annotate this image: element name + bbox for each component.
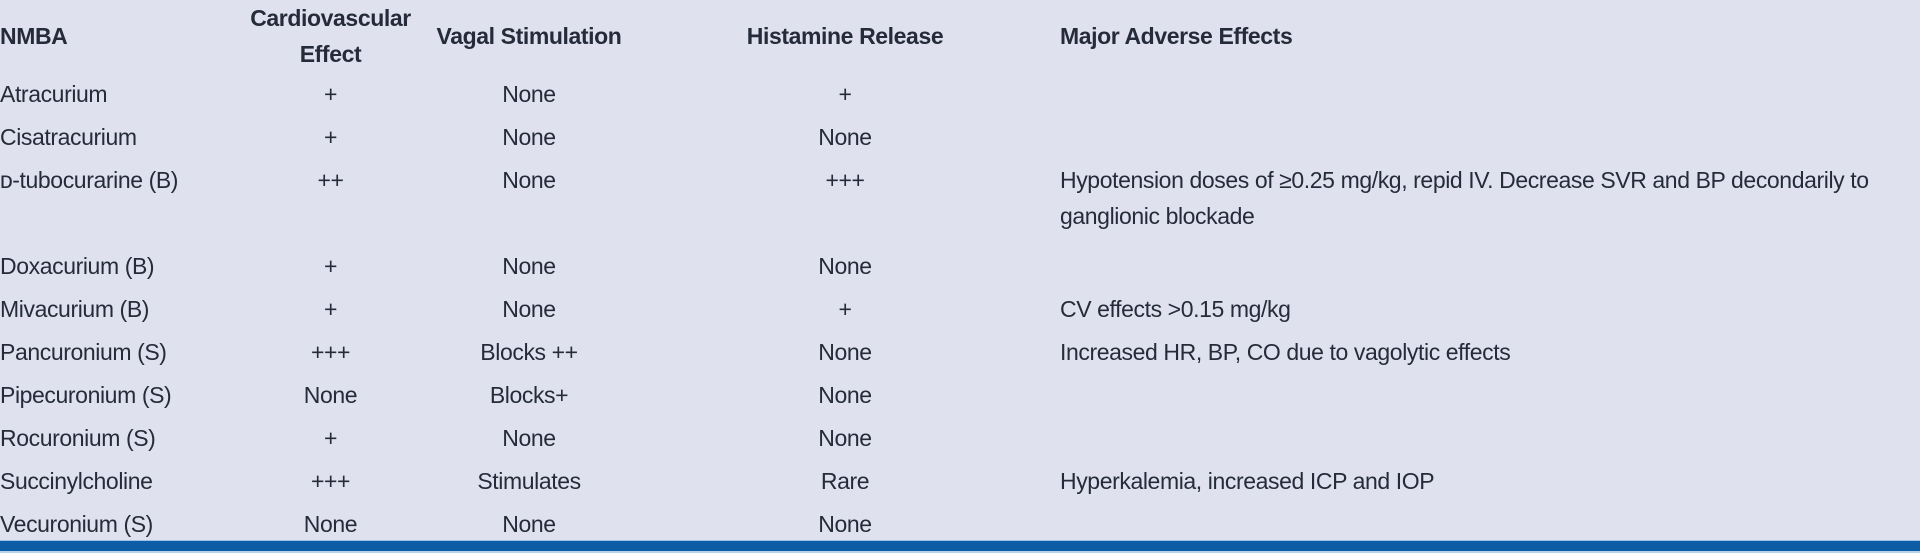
cell-histamine: None [818, 338, 872, 365]
cell-cv: ++ [317, 167, 344, 193]
cell-histamine: + [838, 80, 852, 107]
cell-vagal: None [502, 510, 556, 537]
table-row: Succinylcholine +++ Stimulates Rare Hyperkal… [0, 459, 1920, 502]
cell-cv: + [323, 424, 338, 451]
table-row: Pancuronium (S) +++ Blocks ++ None Increased… [0, 330, 1920, 373]
cell-name: Rocuronium (S) [0, 424, 156, 451]
cell-adverse [1060, 373, 1920, 416]
table-row: ᴅ-tubocurarine (B) ++ None +++ Hypotension d… [0, 158, 1920, 244]
cell-adverse [1060, 416, 1920, 459]
table-row: Mivacurium (B) + None + CV effects >0.15 mg/… [0, 287, 1920, 330]
cell-name: Pancuronium (S) [0, 338, 167, 365]
cell-vagal: None [502, 252, 556, 279]
cell-histamine: + [838, 295, 852, 322]
cell-histamine: None [818, 510, 872, 537]
cell-cv: None [303, 510, 358, 537]
cell-adverse [1060, 115, 1920, 158]
header-row: NMBA Cardiovascular Effect Vagal Stimula… [0, 0, 1920, 72]
cell-name: Atracurium [0, 80, 108, 107]
cell-adverse [1060, 502, 1920, 545]
cell-cv: +++ [310, 338, 351, 365]
cell-histamine: +++ [825, 167, 865, 193]
col-header-vagal-stimulation: Vagal Stimulation [436, 23, 622, 49]
cell-adverse [1060, 72, 1920, 115]
cell-name: Mivacurium (B) [0, 295, 150, 322]
cell-adverse: Hypotension doses of ≥0.25 mg/kg, repid … [1060, 167, 1869, 229]
cell-vagal: None [502, 80, 556, 107]
cell-adverse: Hyperkalemia, increased ICP and IOP [1060, 467, 1435, 494]
cell-cv: + [323, 80, 338, 107]
table-row: Rocuronium (S) + None None [0, 416, 1920, 459]
cell-histamine: None [818, 381, 872, 408]
cell-adverse [1060, 244, 1920, 287]
cell-adverse: CV effects >0.15 mg/kg [1060, 295, 1291, 322]
cell-vagal: None [502, 167, 556, 193]
table-row: Doxacurium (B) + None None [0, 244, 1920, 287]
table-row: Pipecuronium (S) None Blocks+ None [0, 373, 1920, 416]
cell-vagal: Blocks ++ [480, 338, 578, 365]
cell-adverse: Increased HR, BP, CO due to vagolytic ef… [1060, 338, 1511, 365]
table-bottom-rule [0, 540, 1920, 553]
col-header-nmba: NMBA [0, 23, 68, 49]
cell-name: Vecuronium (S) [0, 510, 153, 537]
col-header-histamine-release: Histamine Release [746, 23, 944, 49]
cell-vagal: Blocks+ [489, 381, 569, 408]
cell-vagal: None [502, 424, 556, 451]
cell-name: ᴅ-tubocurarine (B) [0, 167, 179, 193]
cell-vagal: None [502, 123, 556, 150]
cell-cv: None [303, 381, 358, 408]
cell-name: Cisatracurium [0, 123, 137, 150]
col-header-major-adverse-effects: Major Adverse Effects [1060, 23, 1293, 49]
table-row: Cisatracurium + None None [0, 115, 1920, 158]
table-row: Vecuronium (S) None None None [0, 502, 1920, 545]
cell-cv: + [323, 252, 338, 279]
cell-cv: +++ [310, 467, 351, 494]
cell-name: Pipecuronium (S) [0, 381, 172, 408]
cell-histamine: None [818, 123, 872, 150]
cell-histamine: None [818, 252, 872, 279]
table-row: Atracurium + None + [0, 72, 1920, 115]
cell-cv: + [323, 123, 338, 150]
cell-cv: + [323, 295, 338, 322]
cell-vagal: Stimulates [477, 467, 581, 494]
cell-name: Succinylcholine [0, 467, 153, 494]
cell-histamine: Rare [820, 467, 870, 494]
cell-histamine: None [818, 424, 872, 451]
col-header-cardiovascular-effect: Cardiovascular Effect [250, 5, 411, 67]
cell-vagal: None [502, 295, 556, 322]
cell-name: Doxacurium (B) [0, 252, 155, 279]
